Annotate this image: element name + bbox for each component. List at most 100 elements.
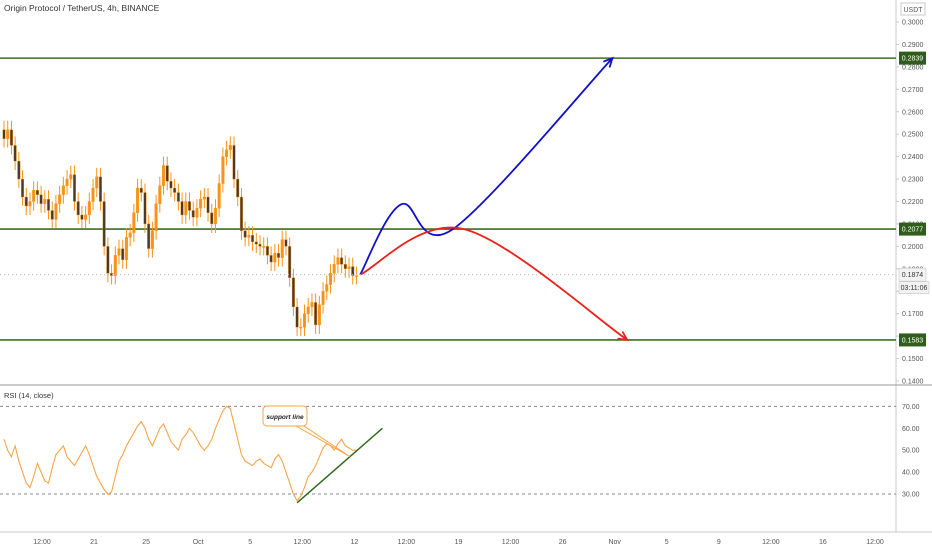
price-levels[interactable]: 0.2839 0.2077 0.1583 [0, 51, 926, 347]
price-level-label: 0.2077 [902, 227, 924, 234]
candle-body [58, 194, 62, 204]
candle-body [184, 201, 188, 216]
candle-body [39, 194, 43, 204]
candle-body [158, 185, 162, 204]
candle-body [321, 291, 325, 305]
candle-body [147, 223, 151, 249]
candle-body [187, 201, 191, 211]
rsi-support-trendline [296, 427, 383, 504]
candle-body [314, 302, 318, 326]
candle-body [132, 212, 136, 234]
candle-body [9, 129, 13, 146]
candle-body [306, 306, 310, 314]
candle-body [191, 210, 195, 218]
price-tick-label: 0.3000 [902, 20, 924, 27]
currency-label: USDT [903, 7, 923, 14]
bullish-projection-arrowhead [603, 56, 614, 68]
candle-body [262, 246, 266, 248]
current-price-badge [898, 267, 927, 282]
time-tick-label: 12:00 [866, 539, 884, 546]
current-price-label: 0.1874 [902, 272, 924, 279]
candle-body [13, 145, 17, 162]
price-level-label: 0.2839 [902, 56, 924, 63]
time-tick-label: 12 [350, 539, 358, 546]
candle-body [210, 212, 214, 225]
price-level-badge [899, 51, 926, 65]
candle-body [117, 248, 121, 256]
candle-body [84, 214, 88, 220]
candle-body [24, 196, 28, 207]
candle-body [176, 192, 180, 202]
candle-body [258, 243, 262, 247]
countdown-badge [898, 281, 930, 294]
candle-body [265, 246, 269, 256]
price-tick-label: 0.2700 [902, 87, 924, 94]
candle-body [128, 232, 132, 238]
candle-body [61, 185, 65, 195]
price-tick-label: 0.2500 [902, 132, 924, 139]
candle-body [303, 313, 307, 328]
time-tick-label: Nov [608, 539, 621, 546]
price-tick-label: 0.2900 [902, 42, 924, 49]
candle-body [228, 145, 232, 151]
candle-body [343, 264, 347, 270]
support-line-callout-text: support line [266, 414, 304, 421]
candle-body [239, 196, 243, 231]
time-tick-label: 26 [559, 539, 567, 546]
candle-body [169, 181, 173, 189]
candle-body [139, 187, 143, 193]
rsi-tick-label: 60.00 [902, 426, 920, 433]
candle-body [202, 196, 206, 200]
time-tick-label: 12:00 [762, 539, 780, 546]
candle-body [6, 129, 10, 139]
candle-body [21, 178, 25, 198]
candle-body [280, 239, 284, 258]
candle-body [247, 234, 251, 238]
projection-paths[interactable] [359, 56, 629, 342]
candle-body [288, 246, 292, 278]
rsi-indicator-label: RSI (14, close) [4, 391, 54, 400]
candle-body [72, 174, 76, 202]
price-level-label: 0.1583 [902, 337, 924, 344]
time-tick-label: 5 [248, 539, 252, 546]
candle-body [35, 190, 39, 195]
price-tick-label: 0.1700 [902, 311, 924, 318]
candle-body [225, 149, 229, 157]
candle-body [284, 239, 288, 247]
candle-body [236, 178, 240, 198]
time-tick-label: 12:00 [502, 539, 520, 546]
candle-body [232, 145, 236, 180]
bullish-projection-path [359, 57, 614, 276]
candle-body [69, 174, 73, 180]
price-tick-label: 0.2600 [902, 109, 924, 116]
candle-body [43, 199, 47, 204]
rsi-tick-label: 50.00 [902, 448, 920, 455]
time-tick-label: 12:00 [294, 539, 312, 546]
candle-body [2, 129, 6, 139]
rsi-tick-label: 40.00 [902, 470, 920, 477]
candlestick-series [2, 120, 358, 337]
candle-body [351, 266, 355, 276]
candle-body [80, 214, 84, 220]
time-axis-ticks: 12:00 21 25 Oct 5 12:00 12 12:00 19 12:00 26 Nov 5 9 1… [33, 539, 884, 546]
candle-body [340, 257, 344, 265]
candle-body [195, 208, 199, 218]
bearish-projection-arrowhead [617, 331, 629, 342]
candle-body [310, 302, 314, 308]
candle-body [28, 201, 32, 207]
candle-body [217, 183, 221, 209]
rsi-axis-ticks: 30.00 40.00 50.00 60.00 70.00 [0, 404, 920, 499]
currency-box[interactable] [900, 2, 926, 16]
candle-body [150, 230, 154, 249]
candle-body [47, 199, 51, 211]
candle-body [124, 237, 128, 261]
candle-body [50, 210, 54, 220]
price-tick-label: 0.2000 [902, 244, 924, 251]
candle-body [291, 277, 295, 308]
candle-body [136, 187, 140, 213]
candle-body [54, 203, 58, 220]
candle-body [106, 246, 110, 274]
candle-body [251, 234, 255, 243]
